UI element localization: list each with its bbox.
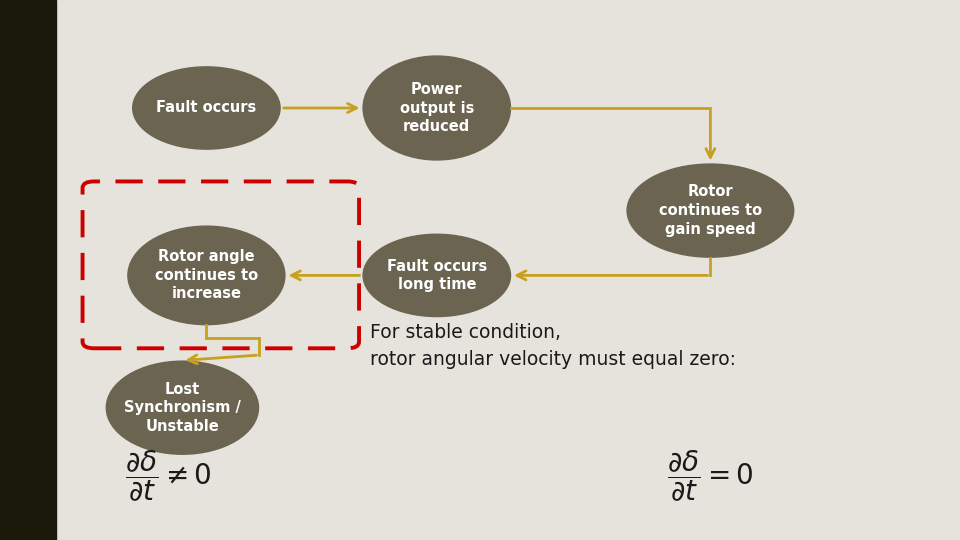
Ellipse shape [362,56,512,161]
Text: Fault occurs
long time: Fault occurs long time [387,259,487,292]
Text: Fault occurs: Fault occurs [156,100,256,116]
Text: Rotor angle
continues to
increase: Rotor angle continues to increase [155,249,258,301]
Text: For stable condition,: For stable condition, [370,322,561,342]
Bar [0,0,56,540]
Ellipse shape [106,361,259,455]
Ellipse shape [362,233,512,317]
Ellipse shape [127,226,286,325]
Ellipse shape [132,66,280,150]
Text: $\dfrac{\partial\delta}{\partial t} \neq 0$: $\dfrac{\partial\delta}{\partial t} \neq… [125,449,211,504]
Ellipse shape [626,163,795,258]
Text: Rotor
continues to
gain speed: Rotor continues to gain speed [659,185,762,237]
Text: Power
output is
reduced: Power output is reduced [399,82,474,134]
Text: $\dfrac{\partial\delta}{\partial t} = 0$: $\dfrac{\partial\delta}{\partial t} = 0$ [667,449,754,504]
Text: rotor angular velocity must equal zero:: rotor angular velocity must equal zero: [370,349,735,369]
Text: Lost
Synchronism /
Unstable: Lost Synchronism / Unstable [124,382,241,434]
